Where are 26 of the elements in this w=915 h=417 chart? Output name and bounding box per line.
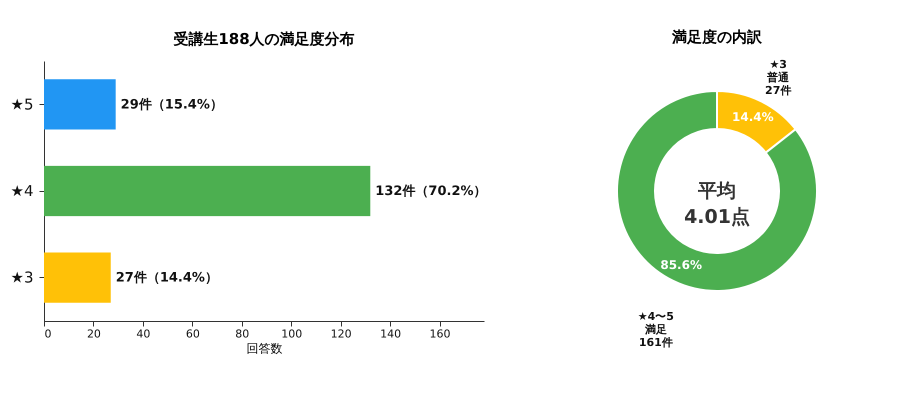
y-tick-label: ★4 <box>10 182 34 200</box>
x-axis-title: 回答数 <box>246 342 282 356</box>
bar <box>44 79 116 130</box>
x-tick-label: 140 <box>380 328 402 340</box>
data-label: 85.6% <box>660 258 702 272</box>
data-label: 132件（70.2%） <box>375 184 487 199</box>
x-tick-label: 20 <box>86 328 101 340</box>
x-tick-label: 100 <box>281 328 302 340</box>
y-tick-label: ★3 <box>10 268 34 287</box>
text: 平均 4.01点 <box>684 180 750 228</box>
x-tick-label: 40 <box>136 328 150 340</box>
data-label: 14.4% <box>732 110 774 124</box>
data-label: 27件（14.4%） <box>116 270 218 286</box>
chart-title: 受講生188人の満足度分布 <box>172 30 355 48</box>
x-tick-label: 60 <box>186 328 200 340</box>
x-tick-label: 0 <box>44 328 52 340</box>
slice-label: ★3 普通 27件 <box>765 58 792 98</box>
y-tick-label: ★5 <box>10 95 34 114</box>
data-label: 29件（15.4%） <box>120 97 223 112</box>
x-tick-label: 120 <box>330 328 352 340</box>
bar <box>44 252 111 303</box>
x-tick-label: 160 <box>430 328 451 340</box>
bar <box>44 166 370 216</box>
x-tick-label: 80 <box>235 328 250 340</box>
chart-title: 満足度の内訳 <box>671 28 763 46</box>
slice-label: ★4〜5 満足 161件 <box>638 310 674 349</box>
